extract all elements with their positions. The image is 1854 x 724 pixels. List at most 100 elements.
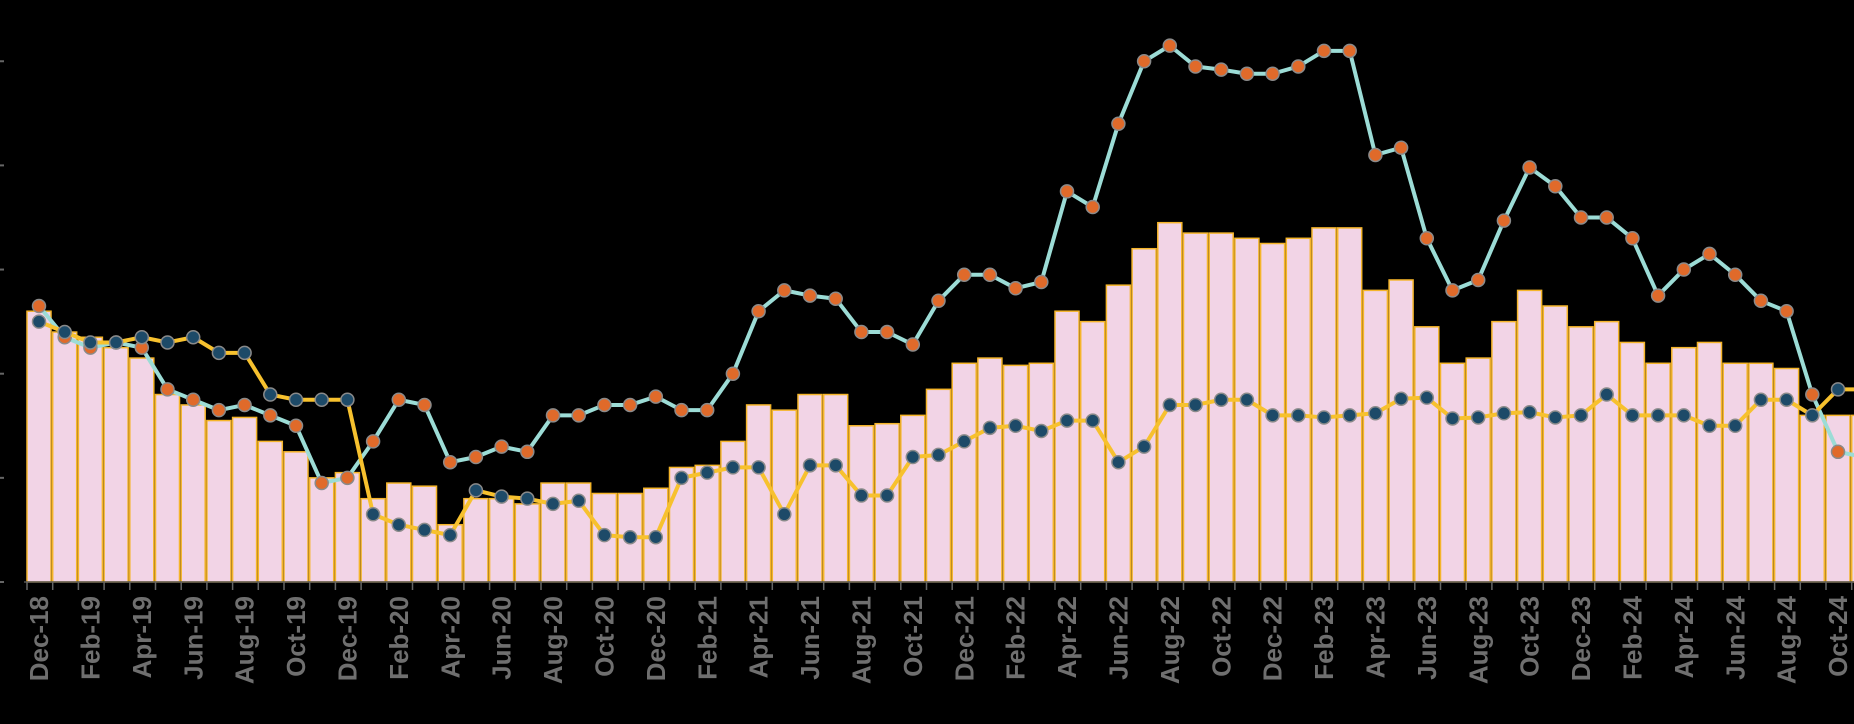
bar-Apr-23 <box>1362 289 1389 583</box>
point-2-Jun-22 <box>1111 454 1126 470</box>
point-1-Mar-23 <box>1342 43 1357 59</box>
x-tick-label: Feb-20 <box>384 596 414 680</box>
point-1-Jun-23 <box>1419 231 1435 246</box>
point-2-Oct-20 <box>597 527 612 543</box>
point-2-Mar-22 <box>1034 423 1049 439</box>
point-2-Jan-22 <box>982 420 998 436</box>
point-1-Sep-23 <box>1496 213 1512 228</box>
point-1-Jan-24 <box>1599 210 1614 225</box>
x-tick-label: Jun-22 <box>1104 596 1134 680</box>
point-1-Nov-21 <box>931 293 946 309</box>
point-1-Dec-20 <box>648 389 664 404</box>
bar-Dec-23 <box>1568 326 1594 583</box>
point-1-Apr-20 <box>442 454 458 470</box>
point-2-Apr-24 <box>1676 408 1692 423</box>
x-tick-label: Aug-22 <box>1155 596 1185 684</box>
bar-Jun-24 <box>1722 362 1748 583</box>
point-1-Sep-24 <box>1805 387 1820 402</box>
point-2-Jul-19 <box>211 345 227 361</box>
point-1-Jun-21 <box>802 288 818 303</box>
point-2-Dec-21 <box>956 434 972 449</box>
point-2-Oct-23 <box>1522 404 1537 420</box>
point-1-Jun-19 <box>185 392 201 407</box>
x-tick-label: Aug-24 <box>1772 595 1802 684</box>
point-2-Jul-21 <box>828 458 843 473</box>
point-1-Jan-22 <box>982 267 998 283</box>
point-1-Jan-23 <box>1291 59 1306 74</box>
bar-Sep-19 <box>257 440 284 583</box>
point-1-Jun-24 <box>1727 267 1743 283</box>
point-2-Nov-22 <box>1239 392 1255 407</box>
point-1-Jul-22 <box>1136 53 1152 69</box>
bar-Sep-24 <box>1799 414 1826 583</box>
point-1-Mar-20 <box>417 397 432 413</box>
point-2-Feb-24 <box>1625 408 1640 423</box>
bar-Oct-24 <box>1825 414 1851 583</box>
point-2-Feb-21 <box>699 465 715 480</box>
bar-Aug-19 <box>231 416 258 583</box>
bar-Sep-21 <box>874 422 900 583</box>
point-1-Feb-24 <box>1625 231 1640 246</box>
point-2-Mar-21 <box>725 460 741 475</box>
line-series <box>31 38 1854 545</box>
point-1-Jul-23 <box>1445 283 1460 298</box>
x-tick-label: Apr-22 <box>1052 596 1082 678</box>
point-2-Jun-20 <box>494 489 509 504</box>
bar-Dec-18 <box>26 310 52 583</box>
bar-Jun-23 <box>1414 326 1440 583</box>
point-2-Jul-24 <box>1753 392 1769 407</box>
bar-Jan-22 <box>977 357 1003 583</box>
bar-May-20 <box>463 497 489 583</box>
x-tick-label: Dec-18 <box>24 596 54 681</box>
point-2-Jun-24 <box>1727 418 1743 434</box>
point-1-Feb-22 <box>1008 281 1023 296</box>
bar-Mar-24 <box>1645 362 1671 583</box>
x-tick-label: Apr-23 <box>1361 596 1391 678</box>
point-2-Nov-23 <box>1548 410 1563 425</box>
bar-Apr-24 <box>1671 346 1697 583</box>
point-1-Aug-23 <box>1470 272 1486 288</box>
point-2-Apr-23 <box>1368 406 1383 421</box>
point-1-Mar-22 <box>1034 274 1049 290</box>
x-tick-label: Dec-19 <box>332 596 362 681</box>
point-2-Sep-19 <box>263 387 278 402</box>
point-1-Aug-21 <box>854 324 869 340</box>
bar-Jun-19 <box>180 404 206 583</box>
point-2-Jul-22 <box>1136 439 1152 454</box>
bar-Mar-19 <box>103 346 129 583</box>
bar-Dec-21 <box>951 362 977 583</box>
bar-Jan-19 <box>51 331 78 583</box>
point-1-Sep-20 <box>571 408 586 423</box>
bar-Dec-19 <box>334 471 361 583</box>
x-tick-label: Jun-23 <box>1412 596 1442 680</box>
bar-Oct-22 <box>1208 232 1234 583</box>
point-1-Sep-19 <box>263 408 278 423</box>
point-1-Mar-24 <box>1650 288 1666 303</box>
x-tick-label: Oct-20 <box>590 596 620 677</box>
bar-Feb-22 <box>1002 364 1029 583</box>
x-tick-label: Apr-20 <box>435 596 465 678</box>
point-2-Nov-21 <box>931 447 946 463</box>
point-2-Apr-20 <box>442 527 458 543</box>
point-2-Jul-23 <box>1445 411 1460 426</box>
point-1-Aug-19 <box>237 397 252 413</box>
point-2-Jan-23 <box>1291 408 1306 423</box>
point-2-Aug-24 <box>1779 392 1794 407</box>
point-1-Sep-21 <box>879 324 895 340</box>
point-1-Nov-20 <box>622 397 638 413</box>
point-2-Jan-21 <box>674 470 689 486</box>
point-2-Dec-20 <box>648 529 664 545</box>
point-1-Apr-23 <box>1368 147 1383 163</box>
point-1-Dec-23 <box>1573 210 1589 225</box>
bar-Mar-22 <box>1028 362 1055 583</box>
bar-Mar-21 <box>720 440 746 583</box>
point-2-Nov-19 <box>314 392 329 407</box>
point-2-Feb-19 <box>83 335 98 350</box>
bar-Jun-20 <box>488 497 515 583</box>
point-2-May-24 <box>1702 418 1717 434</box>
point-2-Sep-21 <box>879 488 895 503</box>
point-1-May-19 <box>160 382 175 397</box>
point-2-Sep-22 <box>1188 397 1203 413</box>
point-1-Jul-19 <box>211 402 227 418</box>
